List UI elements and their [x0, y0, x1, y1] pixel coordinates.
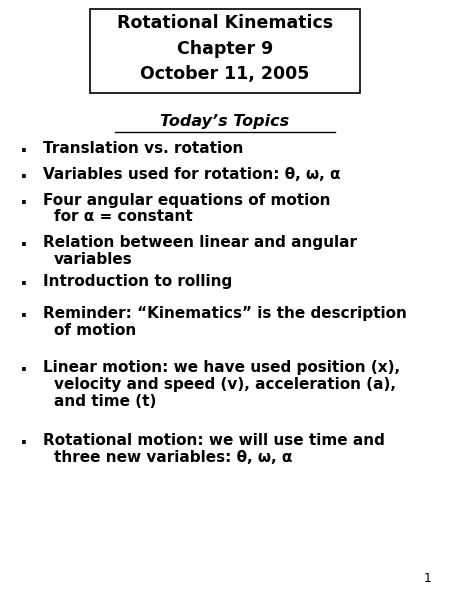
- Text: Rotational motion: we will use time and: Rotational motion: we will use time and: [43, 433, 385, 448]
- Text: of motion: of motion: [54, 323, 136, 338]
- Text: for α = constant: for α = constant: [54, 209, 193, 224]
- Text: Variables used for rotation: θ, ω, α: Variables used for rotation: θ, ω, α: [43, 167, 340, 182]
- Text: three new variables: θ, ω, α: three new variables: θ, ω, α: [54, 450, 292, 465]
- Text: Today’s Topics: Today’s Topics: [161, 114, 289, 129]
- Text: Linear motion: we have used position (x),: Linear motion: we have used position (x)…: [43, 360, 400, 375]
- Text: ·: ·: [20, 360, 28, 380]
- Text: ·: ·: [20, 141, 28, 161]
- Text: Four angular equations of motion: Four angular equations of motion: [43, 193, 330, 208]
- Text: Translation vs. rotation: Translation vs. rotation: [43, 141, 243, 156]
- Text: and time (t): and time (t): [54, 394, 157, 409]
- Text: Introduction to rolling: Introduction to rolling: [43, 274, 232, 289]
- Text: ·: ·: [20, 306, 28, 326]
- Text: ·: ·: [20, 274, 28, 294]
- Text: Reminder: “Kinematics” is the description: Reminder: “Kinematics” is the descriptio…: [43, 306, 407, 321]
- Text: velocity and speed (v), acceleration (a),: velocity and speed (v), acceleration (a)…: [54, 377, 396, 392]
- Text: 1: 1: [424, 572, 432, 585]
- Text: ·: ·: [20, 235, 28, 255]
- Text: ·: ·: [20, 433, 28, 453]
- FancyBboxPatch shape: [90, 9, 360, 93]
- Text: ·: ·: [20, 167, 28, 187]
- Text: Relation between linear and angular: Relation between linear and angular: [43, 235, 357, 250]
- Text: Rotational Kinematics
Chapter 9
October 11, 2005: Rotational Kinematics Chapter 9 October …: [117, 14, 333, 83]
- Text: variables: variables: [54, 252, 133, 267]
- Text: ·: ·: [20, 193, 28, 212]
